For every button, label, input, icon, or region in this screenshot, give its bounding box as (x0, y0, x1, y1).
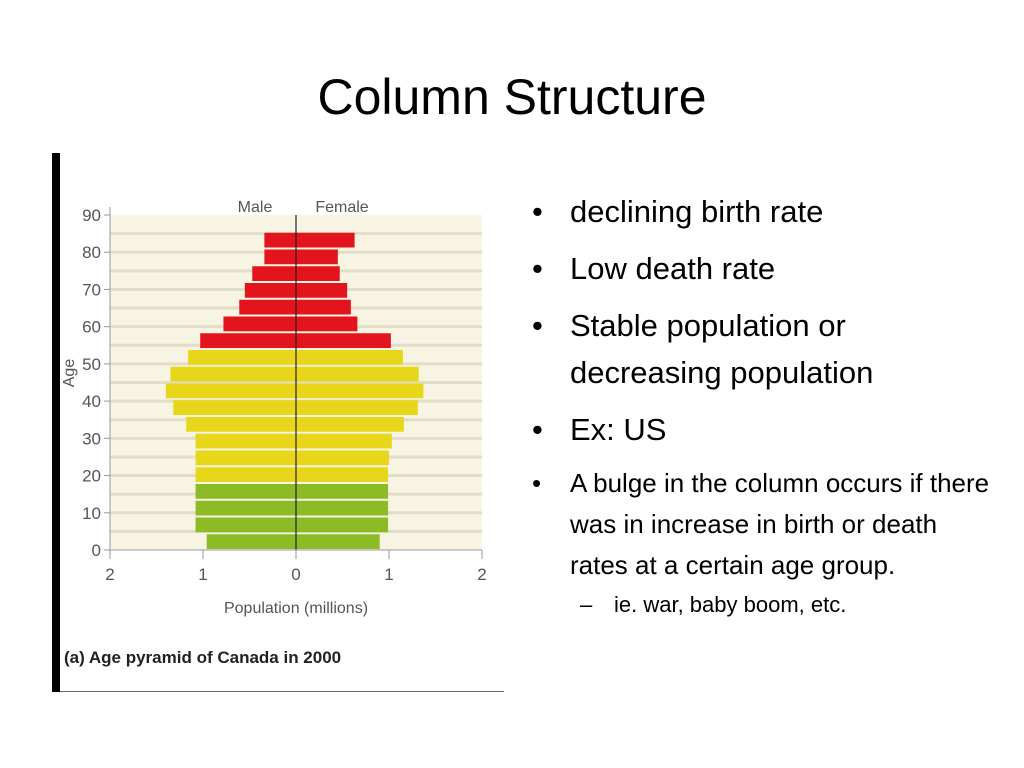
male-bar (195, 450, 296, 466)
y-tick-label: 50 (82, 355, 101, 374)
female-bar (296, 534, 380, 549)
male-bar (252, 266, 296, 281)
male-bar (206, 534, 296, 549)
female-bar (296, 400, 418, 415)
y-tick-label: 30 (82, 429, 101, 448)
male-bar (195, 484, 296, 499)
bullet-item: A bulge in the column occurs if there wa… (530, 463, 1000, 586)
legend-male: Male (238, 199, 273, 216)
x-tick-label: 1 (384, 565, 393, 584)
male-bar (170, 366, 296, 382)
female-bar (296, 249, 338, 265)
male-bar (264, 232, 296, 248)
male-bar (195, 517, 296, 533)
male-bar (195, 467, 296, 482)
male-bar (223, 316, 296, 332)
male-bar (186, 417, 296, 432)
x-tick-label: 2 (105, 565, 114, 584)
y-tick-label: 20 (82, 467, 101, 486)
male-bar (264, 249, 296, 265)
y-tick-label: 0 (92, 541, 101, 560)
slide-title: Column Structure (317, 69, 707, 125)
sub-bullet-item: ie. war, baby boom, etc. (530, 588, 1000, 622)
bullet-item: Low death rate (530, 245, 1000, 292)
bullet-list: declining birth rate Low death rate Stab… (530, 188, 1000, 622)
male-bar (239, 299, 296, 315)
female-bar (296, 366, 419, 382)
male-bar (195, 433, 296, 449)
female-bar (296, 266, 340, 281)
y-tick-label: 40 (82, 392, 101, 411)
y-tick-label: 60 (82, 318, 101, 337)
male-bar (195, 500, 296, 516)
female-bar (296, 383, 424, 399)
x-axis-label: Population (millions) (224, 600, 368, 617)
male-bar (200, 333, 296, 348)
x-tick-label: 1 (198, 565, 207, 584)
female-bar (296, 333, 391, 348)
female-bar (296, 500, 389, 516)
chart-caption: (a) Age pyramid of Canada in 2000 (64, 648, 341, 667)
y-axis-label: Age (61, 359, 78, 388)
male-bar (165, 383, 296, 399)
figure-left-border (52, 153, 60, 692)
female-bar (296, 316, 358, 332)
female-bar (296, 350, 403, 365)
female-bar (296, 517, 389, 533)
bullet-item: Ex: US (530, 406, 1000, 453)
y-tick-label: 80 (82, 243, 101, 262)
female-bar (296, 484, 389, 499)
y-tick-label: 10 (82, 504, 101, 523)
x-tick-label: 0 (291, 565, 300, 584)
bullet-item: declining birth rate (530, 188, 1000, 235)
y-tick-label: 90 (82, 206, 101, 225)
female-bar (296, 283, 348, 298)
female-bar (296, 299, 351, 315)
female-bar (296, 433, 392, 449)
figure-bottom-rule (60, 691, 504, 692)
age-pyramid-figure: 0 10 20 30 40 50 60 70 80 90 2 1 0 1 2 Male Female Pop… (52, 153, 504, 692)
female-bar (296, 467, 389, 482)
female-bar (296, 450, 389, 466)
male-bar (173, 400, 296, 415)
y-tick-label: 70 (82, 280, 101, 299)
male-bar (244, 283, 296, 298)
female-bar (296, 232, 355, 248)
x-tick-label: 2 (477, 565, 486, 584)
male-bar (188, 350, 296, 365)
legend-female: Female (315, 199, 368, 216)
bullet-item: Stable population or decreasing populati… (530, 302, 1000, 396)
female-bar (296, 417, 404, 432)
